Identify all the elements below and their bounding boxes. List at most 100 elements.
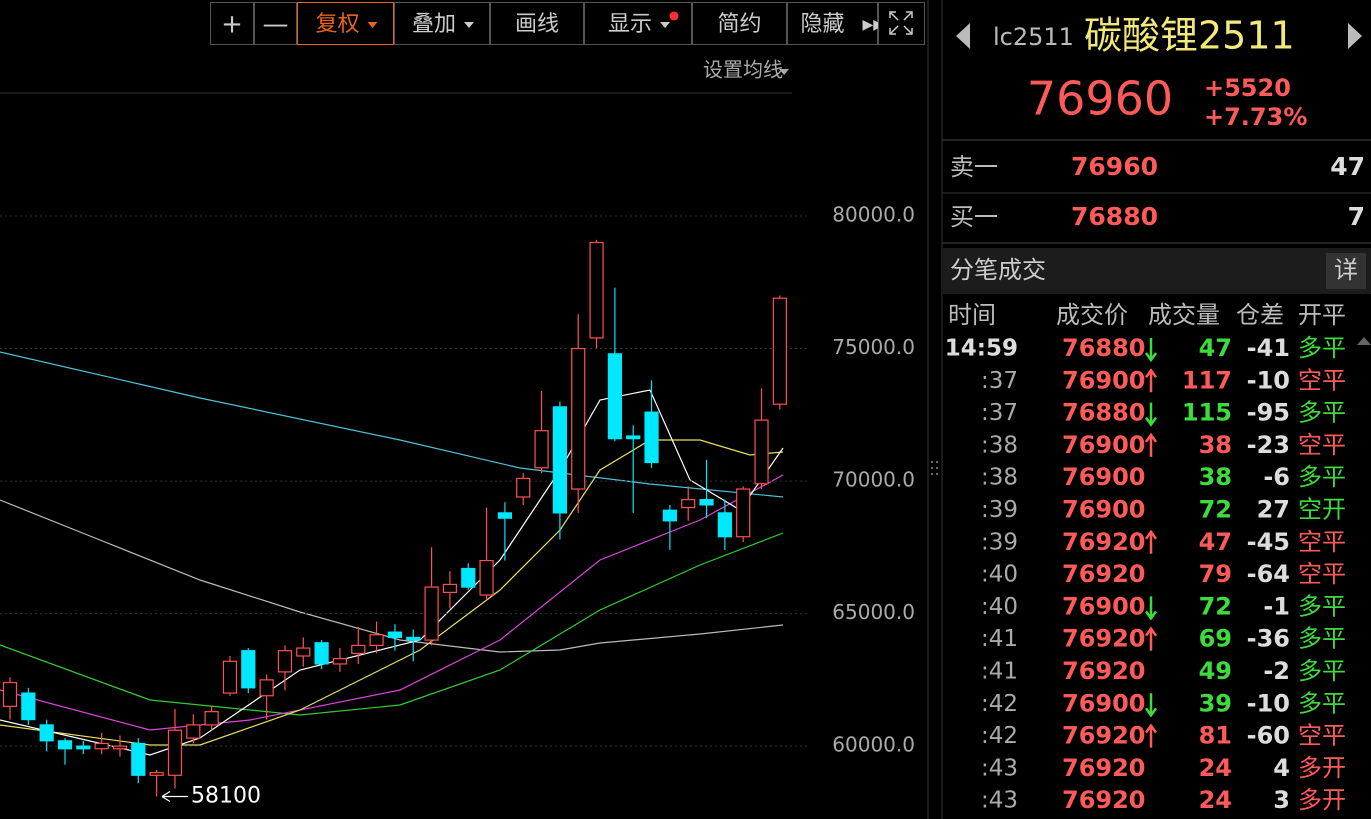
candle <box>94 732 109 755</box>
candle-body <box>644 411 659 464</box>
candle <box>717 499 732 550</box>
candle-body <box>314 642 329 665</box>
drag-handle[interactable] <box>931 461 938 475</box>
toolbar-label: 叠加 <box>412 12 456 37</box>
candle <box>76 740 91 755</box>
tick-type: 多平 <box>1298 463 1346 491</box>
column-header: 仓差 <box>1236 301 1284 329</box>
tick-diff: 27 <box>1257 496 1290 524</box>
candle-body <box>369 634 384 646</box>
toolbar-label: 画线 <box>515 12 559 37</box>
direction-arrow <box>1144 596 1158 621</box>
last-price: 76960 <box>1027 72 1173 126</box>
moving-averages <box>0 351 784 756</box>
tick-price: 76900 <box>1062 431 1146 459</box>
candle <box>424 547 439 646</box>
ma-setting[interactable]: 设置均线 <box>703 58 783 82</box>
tick-time: :39 <box>981 497 1018 523</box>
toolbar-button[interactable] <box>297 2 394 45</box>
tick-type: 空平 <box>1298 528 1346 556</box>
tick-diff: -23 <box>1247 431 1290 459</box>
tick-price: 76900 <box>1062 592 1146 620</box>
tick-time: :39 <box>981 529 1018 555</box>
tick-volume: 39 <box>1199 689 1232 717</box>
tick-type: 多开 <box>1298 786 1346 814</box>
dropdown-icon <box>464 22 474 28</box>
tick-time: :38 <box>981 465 1018 491</box>
detail-button[interactable] <box>1326 253 1366 289</box>
tick-type: 多开 <box>1298 754 1346 782</box>
candle <box>571 314 586 513</box>
tick-type: 空开 <box>1298 496 1346 524</box>
toolbar-button[interactable] <box>787 2 878 45</box>
candle <box>461 563 476 590</box>
column-header: 成交量 <box>1148 301 1220 329</box>
tick-price: 76920 <box>1062 625 1146 653</box>
tick-price: 76880 <box>1062 399 1146 427</box>
candle <box>259 674 274 720</box>
tick-type: 空平 <box>1298 366 1346 394</box>
dropdown-icon <box>660 22 670 28</box>
candle <box>131 738 146 784</box>
candle <box>662 504 677 550</box>
candle <box>479 507 494 601</box>
toolbar-button[interactable] <box>394 2 490 45</box>
tick-volume: 24 <box>1199 786 1232 814</box>
tick-time: :43 <box>981 755 1018 781</box>
price-change: +5520 <box>1204 74 1291 102</box>
candle <box>754 388 769 490</box>
ma-line <box>0 351 784 498</box>
book-label: 卖一 <box>950 153 998 181</box>
toolbar-button[interactable] <box>490 2 584 45</box>
tick-volume: 81 <box>1199 722 1232 750</box>
candle-body <box>259 679 274 697</box>
dropdown-icon <box>367 22 378 28</box>
y-tick-label: 80000.0 <box>832 203 915 227</box>
tick-type: 多平 <box>1298 399 1346 427</box>
tick-volume: 38 <box>1199 463 1232 491</box>
candle-body <box>296 647 311 657</box>
scroll-up[interactable] <box>1357 337 1371 345</box>
book-volume: 7 <box>1348 202 1365 231</box>
candle-body <box>131 742 146 776</box>
toolbar-button[interactable] <box>878 2 925 45</box>
candle-body <box>222 660 238 694</box>
candle <box>351 626 366 664</box>
toolbar-button[interactable] <box>584 2 692 45</box>
candle-body <box>167 729 183 776</box>
tick-time: :40 <box>981 594 1018 620</box>
toolbar-button[interactable] <box>692 2 787 45</box>
contract-name: 碳酸锂2511 <box>1084 14 1295 58</box>
price-change-pct: +7.73% <box>1204 103 1307 131</box>
toolbar-label: + <box>221 10 243 40</box>
toolbar-label: 简约 <box>717 12 761 37</box>
candle <box>204 706 219 731</box>
tick-price: 76920 <box>1062 754 1146 782</box>
tick-diff: 4 <box>1273 754 1290 782</box>
book-volume: 47 <box>1330 152 1365 181</box>
candle-body <box>461 567 476 588</box>
candle-body <box>662 509 677 522</box>
tick-diff: -10 <box>1247 689 1290 717</box>
tick-price: 76900 <box>1062 366 1146 394</box>
toolbar-button[interactable] <box>254 2 297 45</box>
candle <box>277 645 293 691</box>
dropdown-icon <box>779 69 789 75</box>
tick-volume: 38 <box>1199 431 1232 459</box>
quote-nav[interactable] <box>956 23 1362 49</box>
badge-dot <box>669 11 679 21</box>
book-price: 76880 <box>1071 202 1158 231</box>
candle-body <box>589 241 604 339</box>
toolbar-button[interactable] <box>210 2 254 45</box>
column-header: 开平 <box>1298 301 1346 329</box>
annotation: 58100 <box>191 783 261 808</box>
ma-line <box>0 474 784 731</box>
candle <box>296 637 311 667</box>
tick-volume: 72 <box>1199 496 1232 524</box>
direction-arrow <box>1144 693 1158 718</box>
tick-type: 空平 <box>1298 560 1346 588</box>
tick-diff: -95 <box>1247 399 1290 427</box>
candle-body <box>534 430 549 469</box>
direction-arrow <box>1144 529 1158 554</box>
